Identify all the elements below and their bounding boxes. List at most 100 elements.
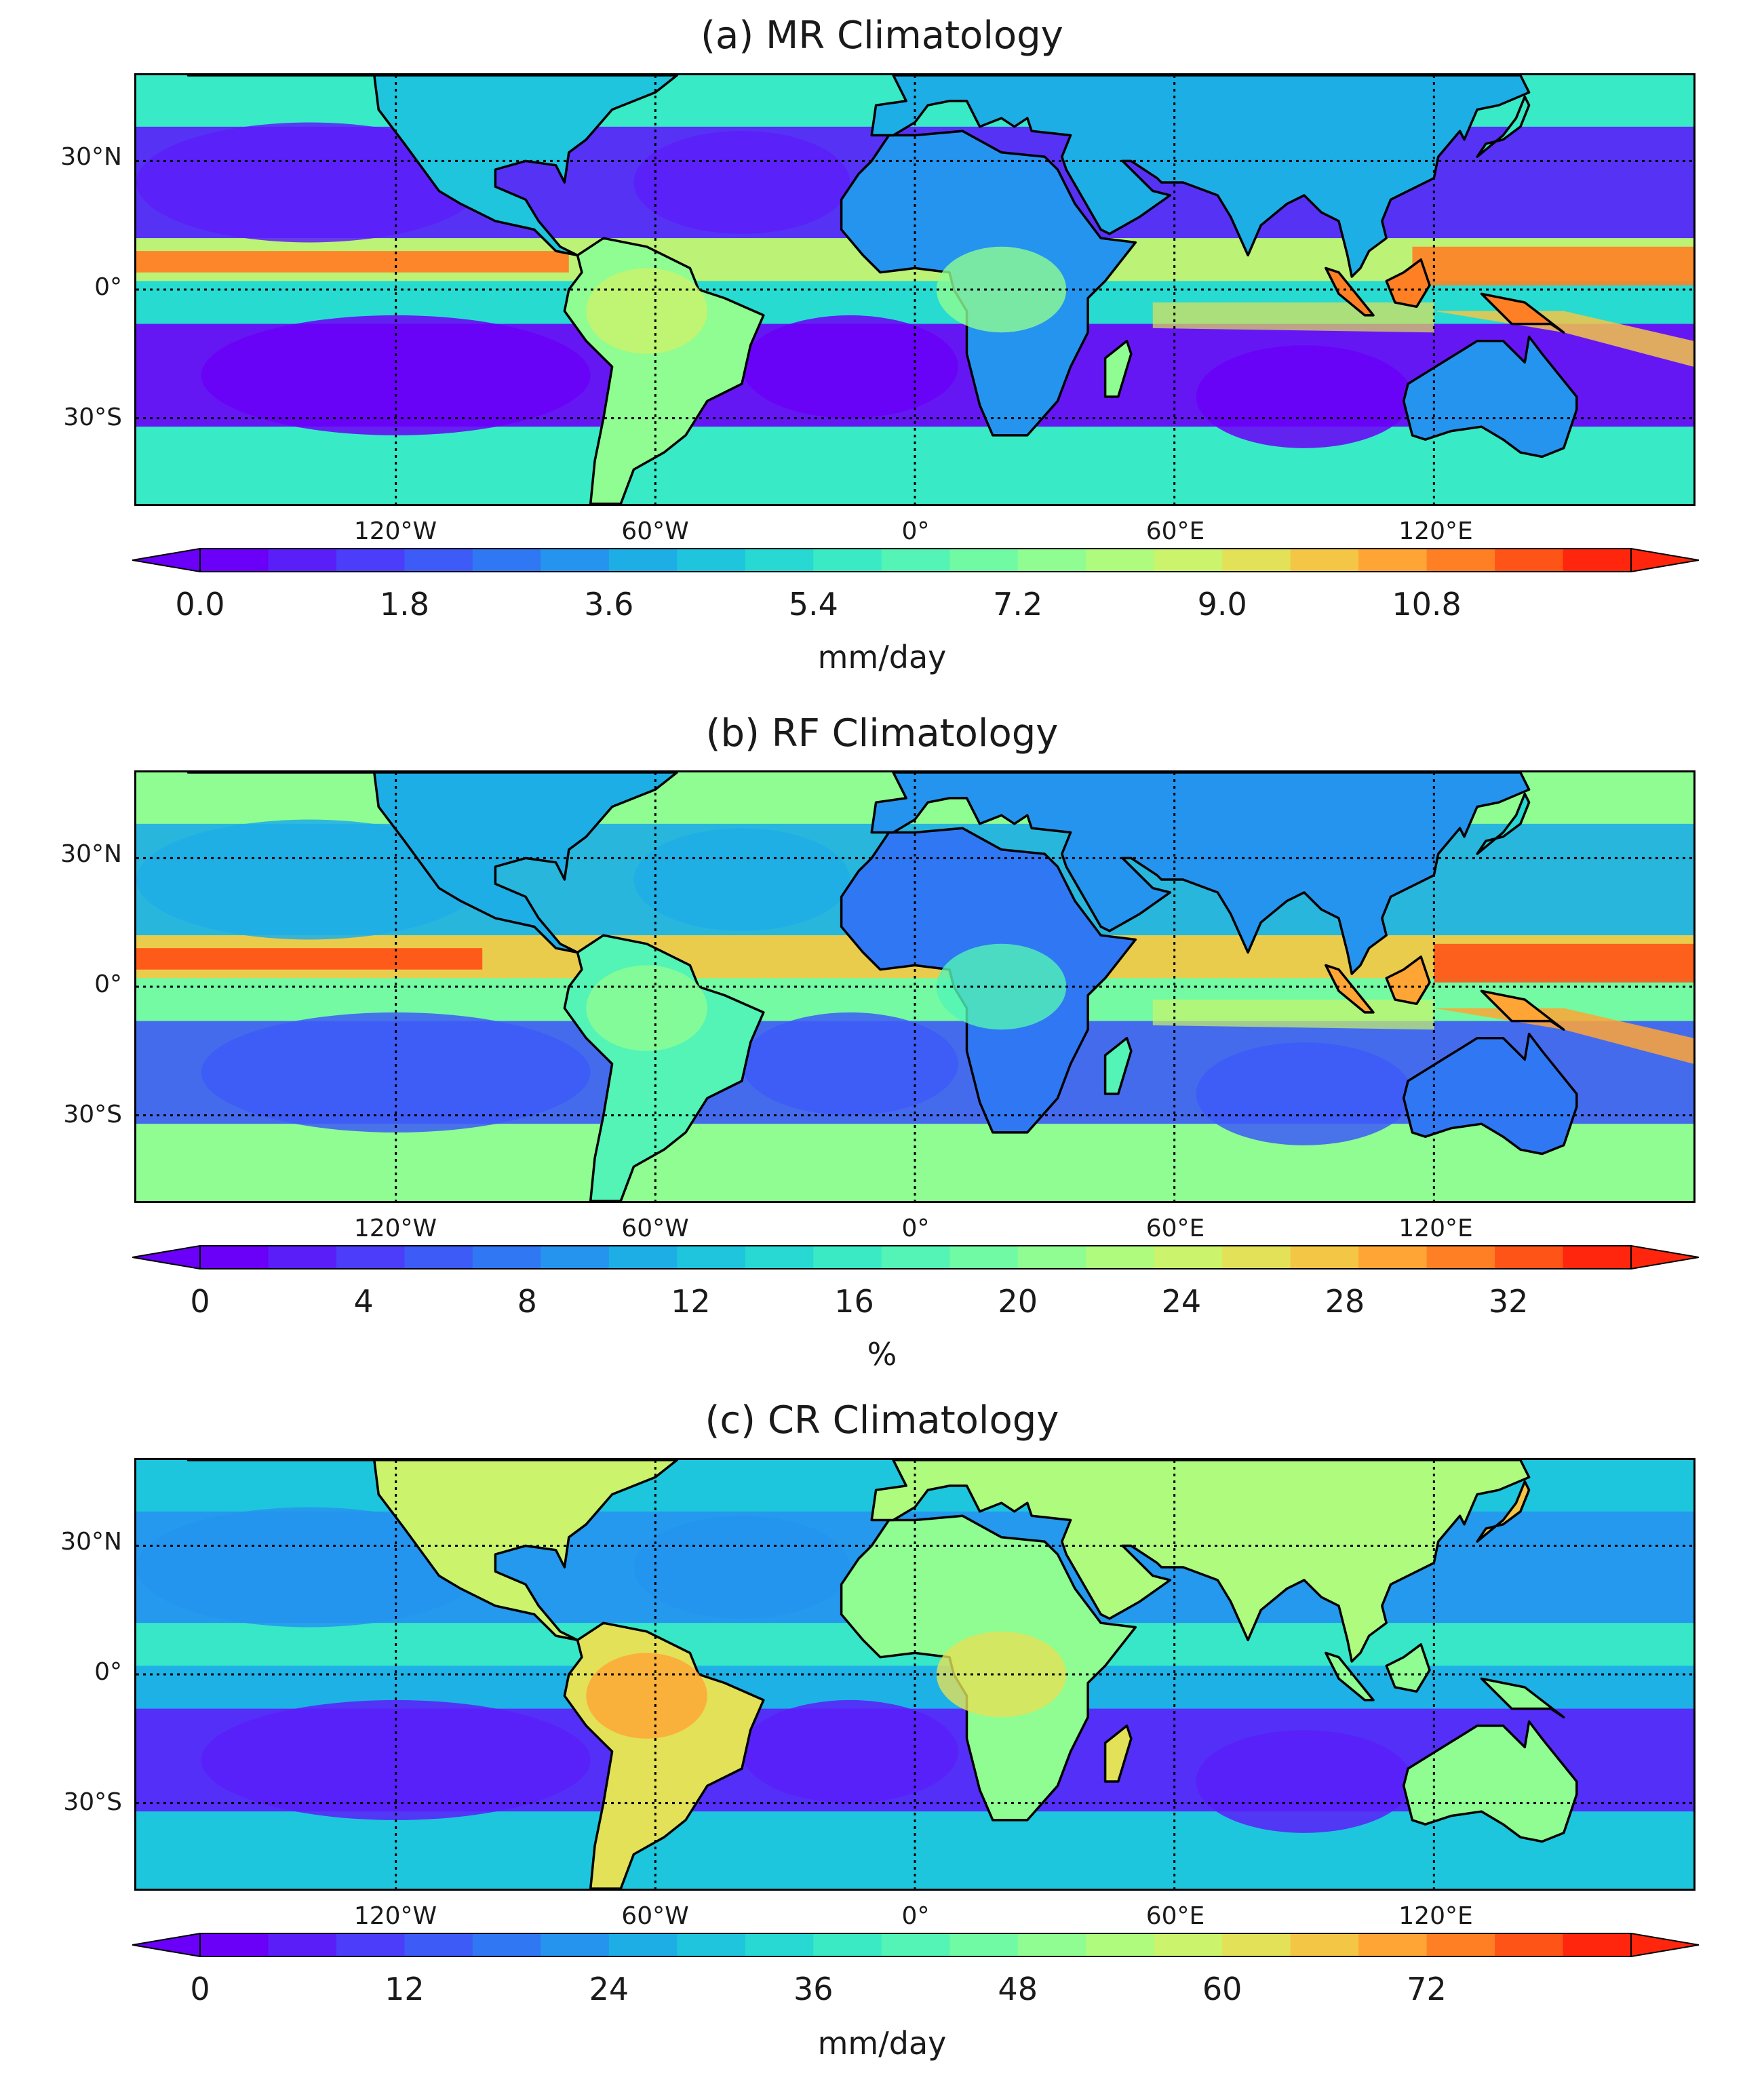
- panel-c-lat-0: 0°: [94, 1658, 122, 1686]
- africa-wet: [936, 1631, 1067, 1718]
- colorbar-tick-label: 72: [1407, 1971, 1447, 2007]
- colorbar-bin-4: [472, 1933, 541, 1956]
- land-australia: [1402, 335, 1578, 458]
- panel-b-heatmap: [136, 772, 1693, 1201]
- colorbar-bin-10: [881, 549, 950, 572]
- panel-a-lat-30n: 30°N: [60, 143, 122, 171]
- itcz-east-pacific-0: [136, 251, 569, 273]
- lat-band-5: [136, 1124, 1693, 1201]
- lat-band-5: [136, 427, 1693, 504]
- colorbar-bin-17: [1358, 1933, 1428, 1956]
- dry-zone-3: [741, 1699, 958, 1803]
- colorbar-tick-label: 0: [190, 1971, 210, 2007]
- colorbar-bin-8: [745, 549, 814, 572]
- dry-zone-4: [1196, 345, 1413, 448]
- panel-c-lat-30n: 30°N: [60, 1528, 122, 1556]
- dry-zone-3: [741, 1012, 958, 1116]
- panel-a-heatmap: [136, 75, 1693, 504]
- colorbar-bin-11: [949, 1246, 1019, 1269]
- colorbar-bin-5: [541, 1246, 610, 1269]
- indian-ocean-band: [1152, 302, 1434, 333]
- panel-b-lat-30s: 30°S: [63, 1101, 122, 1128]
- land-eurasia: [870, 1460, 1531, 1663]
- amazon-wet: [586, 268, 707, 354]
- colorbar-bin-5: [541, 549, 610, 572]
- colorbar-bin-2: [336, 549, 406, 572]
- panel-c-map: [134, 1458, 1696, 1891]
- colorbar-extend-max: [1630, 548, 1699, 572]
- colorbar-extend-min: [132, 1933, 201, 1957]
- panel-a-lon-60w: 60°W: [621, 517, 689, 545]
- colorbar-bin-14: [1154, 1933, 1223, 1956]
- lat-band-5: [136, 1811, 1693, 1889]
- colorbar-tick-label: 12: [671, 1283, 711, 1320]
- land-madagascar: [1103, 1725, 1133, 1783]
- colorbar-bin-1: [268, 1246, 337, 1269]
- panel-a-lat-30s: 30°S: [63, 404, 122, 431]
- colorbar-bin-20: [1563, 549, 1632, 572]
- panel-c-heatmap: [136, 1460, 1693, 1889]
- colorbar-bin-18: [1426, 1933, 1495, 1956]
- panel-b-lat-30n: 30°N: [60, 840, 122, 868]
- colorbar-bin-2: [336, 1246, 406, 1269]
- dry-zone-4: [1196, 1730, 1413, 1833]
- land-australia: [1402, 1032, 1578, 1156]
- spcz: [1434, 311, 1693, 367]
- panel-b-lat-0: 0°: [94, 970, 122, 998]
- land-japan: [1476, 792, 1531, 855]
- land-sumatra: [1325, 267, 1375, 317]
- colorbar-tick-label: 0: [190, 1283, 210, 1320]
- colorbar-bin-0: [200, 549, 269, 572]
- colorbar-bin-12: [1017, 1246, 1086, 1269]
- colorbar-bin-7: [677, 1246, 746, 1269]
- colorbar-bin-0: [200, 1933, 269, 1956]
- colorbar-bin-8: [745, 1246, 814, 1269]
- panel-a-lon-60e: 60°E: [1145, 517, 1205, 545]
- panel-b-colorbar: [132, 1245, 1699, 1270]
- panel-a-lon-120w: 120°W: [353, 517, 437, 545]
- panel-a-title: (a) MR Climatology: [701, 14, 1063, 58]
- panel-a-lat-0: 0°: [94, 273, 122, 301]
- panel-c-lon-120e: 120°E: [1398, 1902, 1473, 1930]
- amazon-wet: [586, 1653, 707, 1739]
- panel-a-unit: mm/day: [817, 639, 947, 675]
- colorbar-bin-5: [541, 1933, 610, 1956]
- panel-b-lon-120w: 120°W: [353, 1215, 437, 1242]
- panel-b-lon-60e: 60°E: [1145, 1215, 1205, 1242]
- colorbar-frame: [199, 548, 1632, 572]
- colorbar-bin-19: [1495, 1246, 1564, 1269]
- colorbar-tick-label: 28: [1325, 1283, 1365, 1320]
- colorbar-bin-4: [472, 549, 541, 572]
- panel-b-unit: %: [867, 1336, 897, 1373]
- colorbar-bin-13: [1086, 1246, 1155, 1269]
- colorbar-tick-label: 24: [1161, 1283, 1202, 1320]
- colorbar-bin-16: [1290, 1246, 1359, 1269]
- colorbar-bin-6: [608, 1246, 678, 1269]
- colorbar-tick-label: 12: [385, 1971, 425, 2007]
- colorbar-tick-label: 20: [998, 1283, 1038, 1320]
- colorbar-frame: [199, 1933, 1632, 1957]
- dry-zone-4: [1196, 1042, 1413, 1145]
- colorbar-bin-8: [745, 1933, 814, 1956]
- land-north-america: [187, 1460, 678, 1642]
- land-new-guinea: [1480, 292, 1565, 334]
- panel-c-unit: mm/day: [817, 2025, 947, 2062]
- dry-zone-1: [633, 1516, 850, 1619]
- land-australia: [1402, 1720, 1578, 1843]
- colorbar-bin-14: [1154, 549, 1223, 572]
- colorbar-bin-9: [813, 1246, 882, 1269]
- colorbar-tick-label: 24: [589, 1971, 629, 2007]
- panel-b-map: [134, 770, 1696, 1203]
- panel-b-lon-0: 0°: [901, 1215, 930, 1242]
- colorbar-bin-11: [949, 1933, 1019, 1956]
- itcz-east-pacific-0: [136, 948, 483, 970]
- colorbar-tick-label: 8: [517, 1283, 537, 1320]
- colorbar-tick-label: 5.4: [788, 586, 838, 623]
- land-sumatra: [1325, 964, 1375, 1014]
- colorbar-bin-10: [881, 1246, 950, 1269]
- colorbar-bin-13: [1086, 549, 1155, 572]
- colorbar-bin-17: [1358, 1246, 1428, 1269]
- colorbar-frame: [199, 1245, 1632, 1270]
- colorbar-tick-label: 16: [834, 1283, 874, 1320]
- panel-c-title: (c) CR Climatology: [705, 1398, 1059, 1442]
